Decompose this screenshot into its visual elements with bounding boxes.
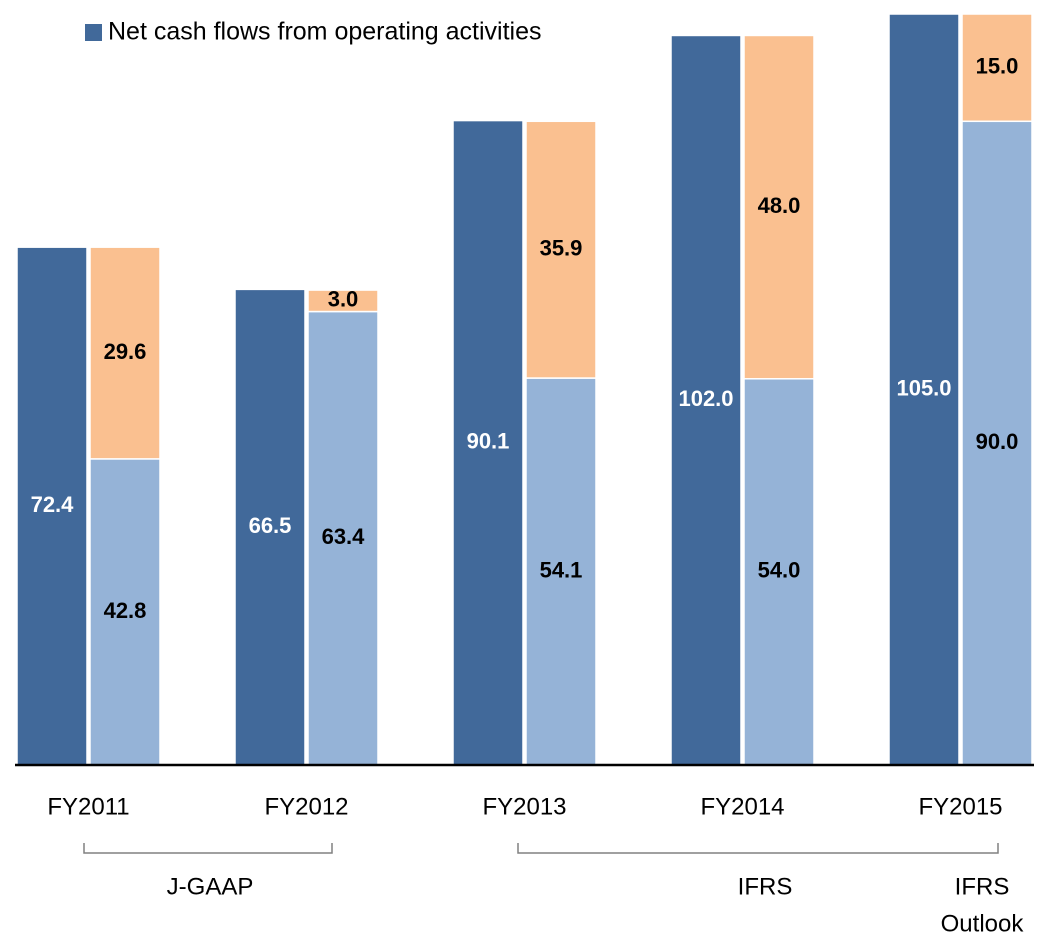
data-label: 105.0 xyxy=(896,375,951,400)
bar-segment xyxy=(89,246,161,460)
legend-swatch xyxy=(85,24,102,41)
data-label: 54.1 xyxy=(540,557,583,582)
x-tick-label: FY2013 xyxy=(482,793,566,820)
bar-segment xyxy=(307,310,379,766)
bar-segment xyxy=(743,34,815,380)
group-label: IFRS xyxy=(738,873,793,900)
data-label: 48.0 xyxy=(758,193,801,218)
data-label: 72.4 xyxy=(31,492,75,517)
group-label: J-GAAP xyxy=(167,873,254,900)
data-label: 54.0 xyxy=(758,558,801,583)
group-bracket xyxy=(517,843,999,854)
bar-segment xyxy=(234,288,306,766)
group-bracket xyxy=(83,843,333,854)
data-label: 29.6 xyxy=(104,339,147,364)
bar-segment xyxy=(670,34,742,766)
data-label: 102.0 xyxy=(678,386,733,411)
x-tick-label: FY2011 xyxy=(47,793,129,820)
bar-segment xyxy=(525,377,597,766)
data-label: 90.1 xyxy=(467,429,510,454)
bar-segment xyxy=(307,289,379,313)
bar-segment xyxy=(961,120,1033,766)
x-tick-label: FY2015 xyxy=(918,793,1002,820)
bar-segment xyxy=(525,120,597,379)
x-tick-label: FY2012 xyxy=(264,793,348,820)
data-label: 15.0 xyxy=(976,53,1019,78)
data-label: 3.0 xyxy=(328,287,359,312)
group-label: IFRS xyxy=(955,873,1010,900)
bar-segment xyxy=(16,246,88,766)
data-label: 90.0 xyxy=(976,429,1019,454)
bar-segment xyxy=(888,13,960,766)
data-label: 35.9 xyxy=(540,235,583,260)
group-label: Outlook xyxy=(941,910,1025,937)
data-label: 63.4 xyxy=(322,524,366,549)
bar-segment xyxy=(961,13,1033,123)
x-tick-label: FY2014 xyxy=(700,793,784,820)
bar-segment xyxy=(89,458,161,766)
data-label: 42.8 xyxy=(104,598,147,623)
legend-label: Net cash flows from operating activities xyxy=(108,18,542,46)
data-label: 66.5 xyxy=(249,513,292,538)
